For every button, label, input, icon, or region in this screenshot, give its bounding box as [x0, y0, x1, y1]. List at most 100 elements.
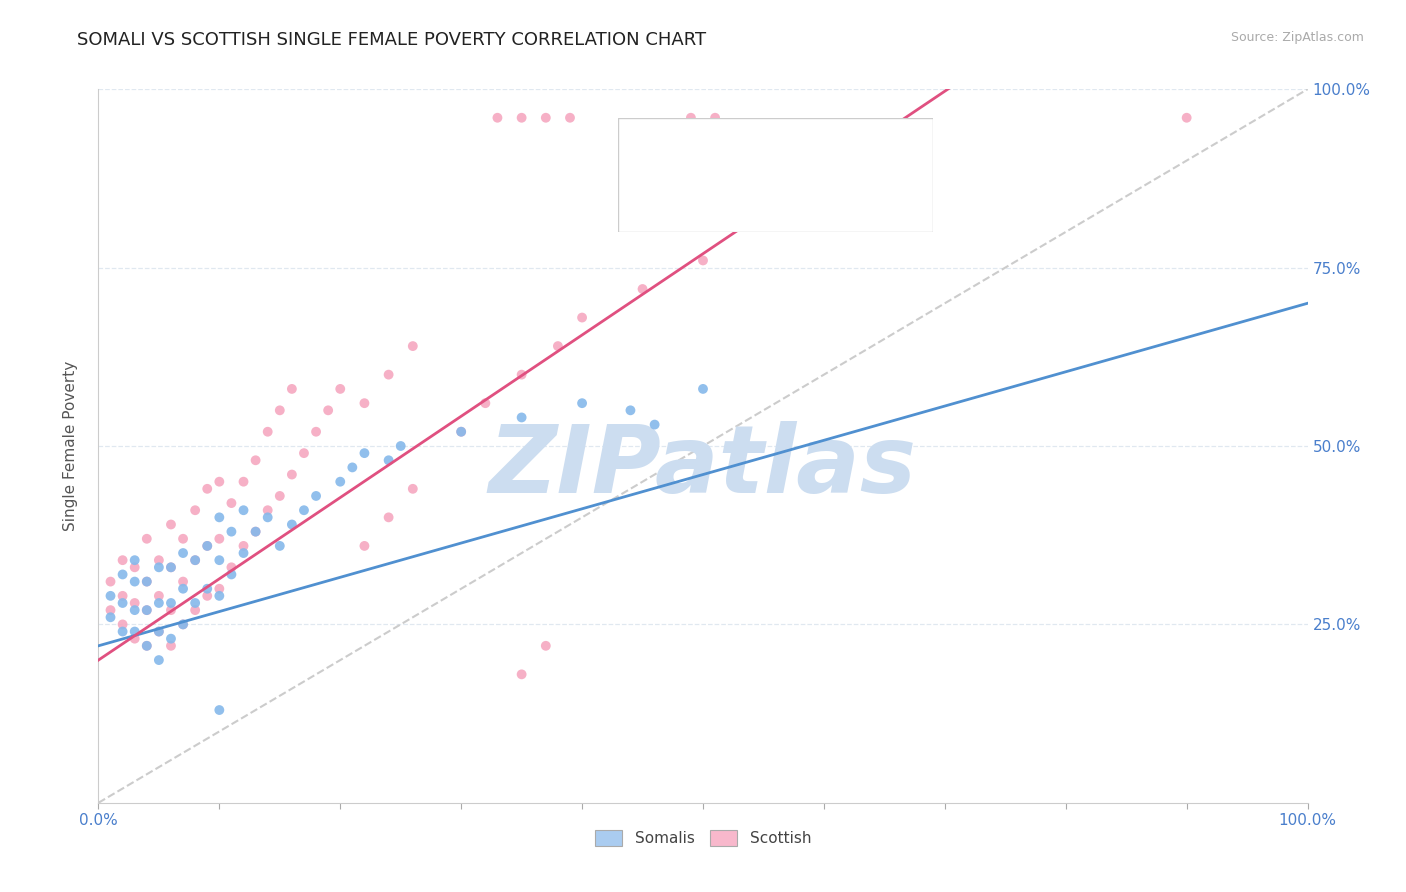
- Point: [172, 532, 194, 546]
- Point: [184, 503, 207, 517]
- Point: [100, 603, 122, 617]
- Point: [195, 539, 218, 553]
- Point: [534, 639, 557, 653]
- Point: [148, 596, 170, 610]
- Point: [619, 403, 641, 417]
- Point: [305, 489, 328, 503]
- Point: [160, 632, 183, 646]
- Point: [245, 524, 267, 539]
- Point: [184, 553, 207, 567]
- Point: [135, 532, 157, 546]
- Point: [389, 439, 412, 453]
- Point: [571, 396, 593, 410]
- Point: [172, 617, 194, 632]
- Point: [232, 546, 254, 560]
- Point: [124, 560, 146, 574]
- Point: [329, 475, 352, 489]
- Point: [402, 482, 425, 496]
- Point: [281, 467, 304, 482]
- Point: [281, 517, 304, 532]
- Point: [135, 574, 157, 589]
- Point: [160, 603, 183, 617]
- Point: [111, 553, 134, 567]
- Point: [184, 603, 207, 617]
- Point: [704, 111, 727, 125]
- Point: [172, 617, 194, 632]
- Point: [148, 653, 170, 667]
- Point: [111, 589, 134, 603]
- Point: [292, 503, 315, 517]
- Point: [160, 596, 183, 610]
- Point: [571, 310, 593, 325]
- Point: [135, 574, 157, 589]
- Legend: Somalis, Scottish: Somalis, Scottish: [589, 824, 817, 852]
- Point: [208, 582, 231, 596]
- Point: [221, 560, 243, 574]
- Point: [450, 425, 472, 439]
- Point: [305, 425, 328, 439]
- Point: [208, 553, 231, 567]
- Point: [377, 368, 399, 382]
- Point: [124, 603, 146, 617]
- Point: [232, 475, 254, 489]
- Point: [208, 703, 231, 717]
- Point: [1175, 111, 1198, 125]
- Point: [292, 446, 315, 460]
- Point: [124, 574, 146, 589]
- Point: [486, 111, 509, 125]
- Point: [111, 596, 134, 610]
- Point: [232, 503, 254, 517]
- Point: [148, 624, 170, 639]
- Point: [245, 524, 267, 539]
- Point: [208, 475, 231, 489]
- Point: [353, 539, 375, 553]
- Point: [160, 560, 183, 574]
- Point: [184, 596, 207, 610]
- Point: [135, 603, 157, 617]
- Point: [124, 596, 146, 610]
- Point: [124, 553, 146, 567]
- Point: [353, 446, 375, 460]
- Point: [195, 589, 218, 603]
- Point: [342, 460, 364, 475]
- Point: [679, 111, 702, 125]
- Point: [402, 339, 425, 353]
- Point: [148, 624, 170, 639]
- Point: [232, 539, 254, 553]
- Point: [135, 639, 157, 653]
- Point: [221, 567, 243, 582]
- Point: [256, 425, 278, 439]
- Point: [256, 503, 278, 517]
- Y-axis label: Single Female Poverty: Single Female Poverty: [63, 361, 77, 531]
- Point: [510, 111, 533, 125]
- Point: [281, 382, 304, 396]
- Point: [377, 510, 399, 524]
- Point: [329, 382, 352, 396]
- Point: [547, 339, 569, 353]
- Point: [160, 639, 183, 653]
- Point: [510, 410, 533, 425]
- Point: [269, 539, 291, 553]
- Point: [353, 396, 375, 410]
- Text: ZIPatlas: ZIPatlas: [489, 421, 917, 514]
- Point: [195, 539, 218, 553]
- Point: [135, 639, 157, 653]
- Point: [135, 603, 157, 617]
- Point: [111, 567, 134, 582]
- Point: [644, 417, 666, 432]
- Point: [269, 403, 291, 417]
- Point: [195, 582, 218, 596]
- Point: [148, 560, 170, 574]
- Point: [184, 553, 207, 567]
- Point: [195, 482, 218, 496]
- Point: [172, 582, 194, 596]
- Point: [510, 368, 533, 382]
- Point: [208, 510, 231, 524]
- Point: [269, 489, 291, 503]
- Point: [100, 610, 122, 624]
- Point: [124, 632, 146, 646]
- Point: [558, 111, 581, 125]
- Point: [221, 496, 243, 510]
- Point: [124, 624, 146, 639]
- Text: Source: ZipAtlas.com: Source: ZipAtlas.com: [1230, 31, 1364, 45]
